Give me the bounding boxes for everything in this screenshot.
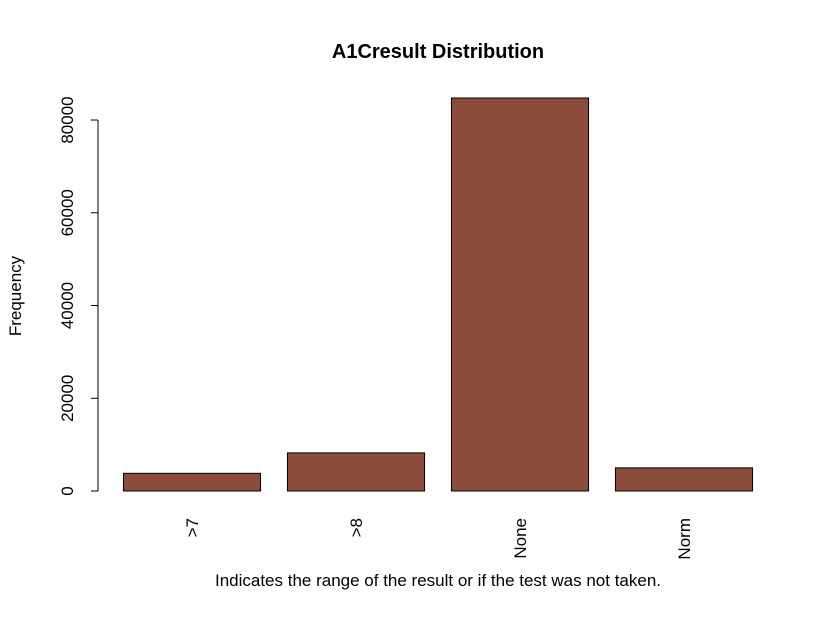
bar-3 — [614, 467, 754, 492]
y-tick-label: 60000 — [58, 189, 77, 236]
x-tick-labels: >7 >8 None Norm — [183, 518, 694, 560]
x-tick-label: Norm — [675, 518, 694, 560]
bar-2 — [450, 97, 590, 492]
y-axis-label: Frequency — [6, 255, 25, 336]
bar-0 — [122, 472, 262, 492]
bar-1 — [286, 452, 426, 492]
y-axis: 0 20000 40000 60000 80000 — [58, 96, 99, 496]
chart-title: A1Cresult Distribution — [332, 41, 544, 63]
y-tick-label: 0 — [58, 486, 77, 495]
y-tick-label: 80000 — [58, 96, 77, 143]
y-tick-label: 40000 — [58, 282, 77, 329]
x-tick-label: >7 — [183, 518, 202, 537]
bars — [122, 97, 754, 492]
x-tick-label: None — [511, 518, 530, 559]
x-axis-label: Indicates the range of the result or if … — [215, 571, 661, 590]
y-tick-label: 20000 — [58, 375, 77, 422]
x-tick-label: >8 — [347, 518, 366, 537]
